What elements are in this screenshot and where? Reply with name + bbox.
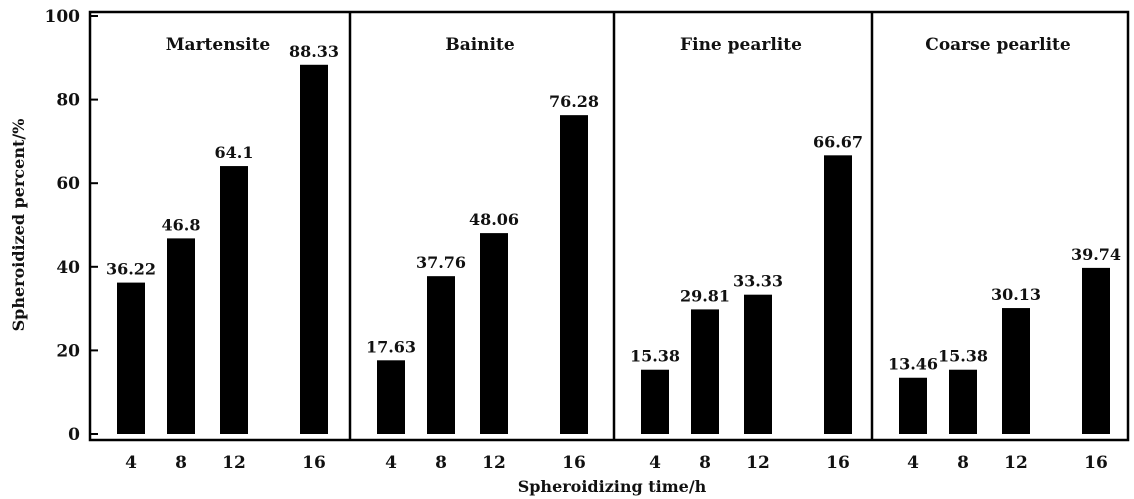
panel-title: Bainite: [445, 35, 515, 55]
x-tick-label: 12: [482, 453, 506, 473]
y-axis: 0 20 40 60 80 100: [45, 7, 98, 445]
panel-title: Fine pearlite: [680, 35, 802, 55]
bar-value-label: 29.81: [680, 286, 730, 305]
bar: [300, 64, 328, 434]
panel-martensite: Martensite 36.22 4 46.8 8 64.1 12 88.33 16: [106, 35, 339, 473]
bar: [377, 360, 405, 434]
x-tick-label: 8: [957, 453, 969, 473]
panel-coarse-pearlite: Coarse pearlite 13.46 4 15.38 8 30.13 12 39.74 1…: [888, 35, 1121, 473]
y-tick-label: 0: [68, 425, 80, 445]
bar: [691, 309, 719, 434]
x-tick-label: 12: [746, 453, 770, 473]
bar-value-label: 33.33: [733, 272, 783, 291]
chart-panels: Martensite36.22446.8864.11288.3316Bainit…: [106, 35, 1121, 473]
bar-value-label: 46.8: [162, 215, 201, 234]
bar-value-label: 88.33: [289, 42, 339, 61]
x-tick-label: 8: [435, 453, 447, 473]
x-axis-title: Spheroidizing time/h: [518, 477, 707, 496]
y-tick-label: 20: [56, 341, 80, 361]
panel-bainite: Bainite 17.63 4 37.76 8 48.06 12 76.28 16: [366, 35, 599, 473]
bar: [744, 294, 772, 434]
x-tick-label: 16: [562, 453, 586, 473]
y-tick-label: 80: [56, 91, 80, 111]
bar-value-label: 15.38: [938, 347, 988, 366]
bar: [899, 377, 927, 434]
x-tick-label: 4: [125, 453, 137, 473]
bar-value-label: 48.06: [469, 210, 519, 229]
bar-value-label: 37.76: [416, 253, 466, 272]
bar: [1002, 308, 1030, 434]
bar-value-label: 17.63: [366, 337, 416, 356]
bar: [220, 166, 248, 434]
bar: [117, 282, 145, 434]
bar-value-label: 39.74: [1071, 245, 1121, 264]
bar: [1082, 267, 1110, 434]
panel-fine-pearlite: Fine pearlite 15.38 4 29.81 8 33.33 12 66.67 16: [630, 35, 863, 473]
bar: [641, 369, 669, 434]
bar: [427, 276, 455, 434]
bar-value-label: 15.38: [630, 347, 680, 366]
x-tick-label: 16: [302, 453, 326, 473]
plot-border: [88, 10, 1130, 442]
bar: [824, 155, 852, 434]
y-axis-title: Spheroidized percent/%: [9, 119, 28, 332]
x-tick-label: 8: [175, 453, 187, 473]
x-tick-label: 16: [1084, 453, 1108, 473]
bar: [560, 115, 588, 434]
x-tick-label: 4: [385, 453, 397, 473]
x-tick-label: 12: [1004, 453, 1028, 473]
x-tick-label: 4: [649, 453, 661, 473]
bar-value-label: 30.13: [991, 285, 1041, 304]
bar-value-label: 66.67: [813, 132, 863, 151]
bar: [480, 233, 508, 434]
bar-value-label: 76.28: [549, 92, 599, 111]
bar-value-label: 64.1: [215, 143, 254, 162]
bar: [949, 369, 977, 434]
chart-frame: [88, 10, 1130, 442]
panel-title: Martensite: [166, 35, 271, 55]
bar: [167, 238, 195, 434]
x-tick-label: 12: [222, 453, 246, 473]
x-tick-label: 16: [826, 453, 850, 473]
bar-value-label: 13.46: [888, 355, 938, 374]
y-tick-label: 60: [56, 174, 80, 194]
y-tick-label: 100: [45, 7, 81, 27]
bar-value-label: 36.22: [106, 260, 156, 279]
panel-title: Coarse pearlite: [925, 35, 1071, 55]
y-tick-label: 40: [56, 258, 80, 278]
x-tick-label: 8: [699, 453, 711, 473]
x-tick-label: 4: [907, 453, 919, 473]
